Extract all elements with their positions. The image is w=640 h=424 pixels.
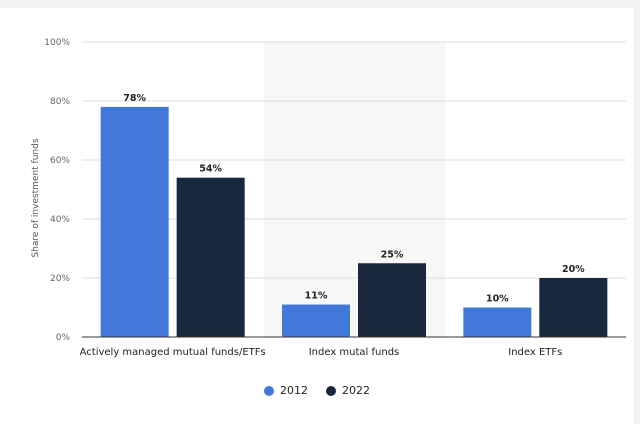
x-tick-label: Index mutal funds [309, 347, 400, 358]
bar-2012-2[interactable] [282, 304, 350, 337]
legend-swatch-2022 [326, 385, 336, 396]
bar-chart: 0% 20% 40% 60% 80% 100% 78% 54% 11% 25% 10% 20% Ac… [31, 38, 626, 358]
data-label: 54% [199, 164, 222, 175]
legend-item-2012[interactable]: 2012 [264, 384, 308, 397]
chart-card: 0% 20% 40% 60% 80% 100% 78% 54% 11% 25% 10% 20% Ac… [0, 8, 634, 424]
bar-2022-1[interactable] [176, 177, 245, 337]
data-label: 11% [305, 291, 328, 302]
y-tick-label: 20% [50, 274, 70, 284]
bar-2012-1[interactable] [100, 106, 169, 338]
x-tick-label: Actively managed mutual funds/ETFs [80, 347, 266, 358]
y-tick-label: 0% [56, 333, 71, 343]
legend-label-2022: 2022 [342, 384, 370, 397]
bar-2012-3[interactable] [463, 307, 532, 338]
y-tick-label: 60% [50, 156, 70, 166]
y-tick-label: 40% [50, 215, 70, 225]
legend: 2012 2022 [0, 384, 634, 397]
data-label: 20% [562, 264, 585, 275]
y-tick-label: 100% [44, 38, 70, 48]
legend-label-2012: 2012 [280, 384, 308, 397]
x-tick-label: Index ETFs [508, 347, 562, 358]
legend-item-2022[interactable]: 2022 [326, 384, 370, 397]
data-label: 10% [486, 294, 509, 305]
y-tick-label: 80% [50, 97, 70, 107]
bar-2022-2[interactable] [358, 263, 426, 337]
bar-2022-3[interactable] [539, 278, 608, 337]
y-axis-label: Share of investment funds [31, 138, 41, 257]
legend-swatch-2012 [264, 385, 274, 396]
data-label: 25% [381, 249, 404, 260]
data-label: 78% [123, 93, 146, 104]
